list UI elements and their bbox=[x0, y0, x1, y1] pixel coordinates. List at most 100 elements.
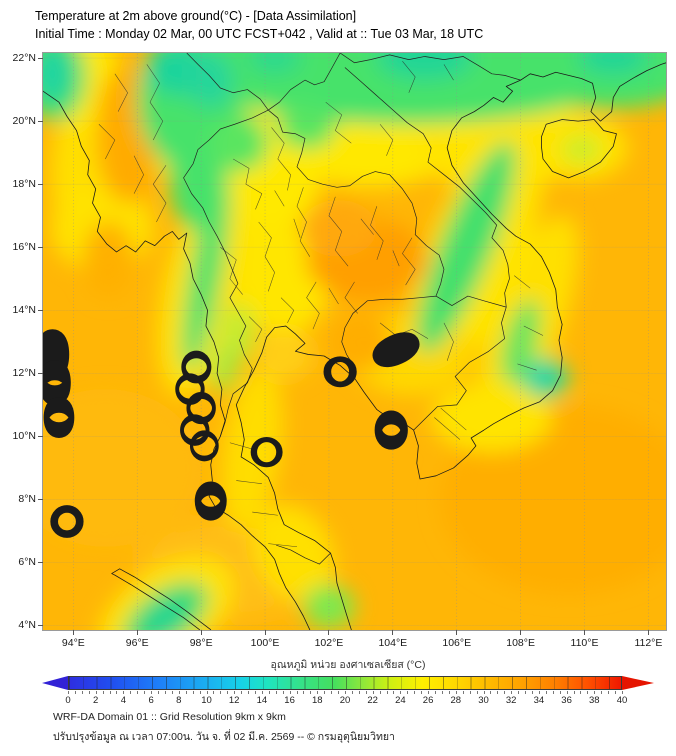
lon-tick-mark bbox=[72, 630, 74, 635]
colorbar-gradient-bar bbox=[68, 676, 622, 690]
colorbar-minor-tick bbox=[365, 691, 367, 694]
lat-tick-label: 22°N bbox=[12, 51, 36, 64]
colorbar-minor-tick bbox=[241, 691, 243, 694]
lat-tick-mark bbox=[38, 183, 43, 185]
colorbar-minor-tick bbox=[615, 691, 617, 694]
colorbar-minor-tick bbox=[310, 691, 312, 694]
colorbar: 0 2 4 6 8 10 12 14 16 18 20 22 24 26 28 30 32 34 36 38 40 bbox=[42, 676, 654, 716]
lat-tick-label: 4°N bbox=[18, 619, 36, 632]
colorbar-minor-tick bbox=[289, 691, 291, 694]
colorbar-tick-label: 6 bbox=[148, 695, 154, 706]
colorbar-tick-label: 10 bbox=[201, 695, 212, 706]
colorbar-minor-tick bbox=[448, 691, 450, 694]
colorbar-tick-label: 30 bbox=[478, 695, 489, 706]
map-plot-area bbox=[43, 53, 666, 630]
colorbar-tick-label: 8 bbox=[176, 695, 182, 706]
colorbar-minor-tick bbox=[372, 691, 374, 694]
lat-tick-mark bbox=[38, 562, 43, 564]
lat-tick-mark bbox=[38, 625, 43, 627]
colorbar-minor-tick bbox=[123, 691, 125, 694]
lat-tick-label: 18°N bbox=[12, 177, 36, 190]
colorbar-minor-tick bbox=[178, 691, 180, 694]
lon-tick-label: 94°E bbox=[61, 637, 85, 649]
colorbar-tick-label: 12 bbox=[228, 695, 240, 706]
lon-tick-mark bbox=[328, 630, 330, 635]
lon-tick-label: 106°E bbox=[442, 637, 472, 649]
colorbar-minor-tick bbox=[441, 691, 443, 694]
lat-tick-label: 12°N bbox=[12, 366, 36, 379]
colorbar-minor-tick bbox=[317, 691, 319, 694]
colorbar-minor-tick bbox=[393, 691, 395, 694]
lon-tick-mark bbox=[584, 630, 586, 635]
colorbar-minor-tick bbox=[151, 691, 153, 694]
colorbar-tick-label: 20 bbox=[339, 695, 351, 706]
colorbar-minor-tick bbox=[469, 691, 471, 694]
lon-tick-mark bbox=[200, 630, 202, 635]
colorbar-minor-tick bbox=[171, 691, 173, 694]
colorbar-minor-tick bbox=[206, 691, 208, 694]
lat-tick-mark bbox=[38, 435, 43, 437]
colorbar-minor-tick bbox=[601, 691, 603, 694]
colorbar-minor-tick bbox=[88, 691, 90, 694]
lon-tick-mark bbox=[136, 630, 138, 635]
colorbar-minor-tick bbox=[351, 691, 353, 694]
colorbar-minor-tick bbox=[109, 691, 111, 694]
colorbar-minor-tick bbox=[545, 691, 547, 694]
colorbar-minor-tick bbox=[566, 691, 568, 694]
colorbar-minor-tick bbox=[455, 691, 457, 694]
colorbar-tick-label: 24 bbox=[395, 695, 406, 706]
colorbar-tick-label: 40 bbox=[616, 695, 628, 706]
colorbar-minor-tick bbox=[490, 691, 492, 694]
colorbar-tick-label: 32 bbox=[505, 695, 517, 706]
colorbar-tick-label: 14 bbox=[256, 695, 268, 706]
colorbar-minor-tick bbox=[254, 691, 256, 694]
colorbar-minor-tick bbox=[594, 691, 596, 694]
lat-tick-label: 10°N bbox=[12, 429, 36, 442]
colorbar-overflow-arrow bbox=[622, 676, 654, 690]
colorbar-minor-tick bbox=[608, 691, 610, 694]
colorbar-minor-tick bbox=[185, 691, 187, 694]
colorbar-minor-tick bbox=[421, 691, 423, 694]
colorbar-minor-tick bbox=[622, 691, 623, 694]
colorbar-label: อุณหภูมิ หน่วย องศาเซลเซียส (°C) bbox=[270, 659, 426, 671]
colorbar-minor-tick bbox=[303, 691, 305, 694]
colorbar-minor-tick bbox=[345, 691, 346, 694]
colorbar-minor-tick bbox=[130, 691, 132, 694]
lat-tick-label: 6°N bbox=[18, 556, 36, 569]
colorbar-tick-label: 26 bbox=[422, 695, 434, 706]
colorbar-minor-tick bbox=[580, 691, 582, 694]
lon-tick-mark bbox=[456, 630, 458, 635]
lat-tick-mark bbox=[38, 372, 43, 374]
colorbar-underflow-arrow bbox=[42, 676, 68, 690]
colorbar-minor-tick bbox=[261, 691, 263, 694]
colorbar-minor-tick bbox=[248, 691, 250, 694]
colorbar-minor-tick bbox=[116, 691, 118, 694]
lat-tick-mark bbox=[38, 309, 43, 311]
tonle-sap-lake bbox=[372, 332, 420, 368]
colorbar-minor-tick bbox=[435, 691, 437, 694]
colorbar-minor-tick bbox=[407, 691, 409, 694]
colorbar-minor-tick bbox=[199, 691, 201, 694]
temperature-map-canvas bbox=[43, 53, 666, 630]
lon-tick-label: 102°E bbox=[314, 637, 344, 649]
lon-tick-label: 104°E bbox=[378, 637, 408, 649]
colorbar-minor-tick bbox=[538, 691, 540, 694]
colorbar-tick-label: 0 bbox=[65, 695, 71, 706]
colorbar-minor-tick bbox=[400, 691, 402, 694]
colorbar-minor-tick bbox=[137, 691, 139, 694]
lat-tick-mark bbox=[38, 120, 43, 122]
colorbar-minor-tick bbox=[282, 691, 284, 694]
colorbar-minor-tick bbox=[234, 691, 236, 694]
colorbar-minor-tick bbox=[144, 691, 146, 694]
page-title: Temperature at 2m above ground(°C) - [Da… bbox=[35, 9, 357, 23]
colorbar-tick-label: 34 bbox=[533, 695, 545, 706]
colorbar-minor-tick bbox=[531, 691, 533, 694]
lon-tick-label: 112°E bbox=[634, 637, 663, 649]
colorbar-minor-tick bbox=[213, 691, 215, 694]
colorbar-minor-tick bbox=[358, 691, 360, 694]
colorbar-minor-tick bbox=[525, 691, 527, 694]
colorbar-minor-tick bbox=[158, 691, 160, 694]
colorbar-tick-label: 16 bbox=[284, 695, 295, 706]
colorbar-tick-label: 28 bbox=[450, 695, 462, 706]
